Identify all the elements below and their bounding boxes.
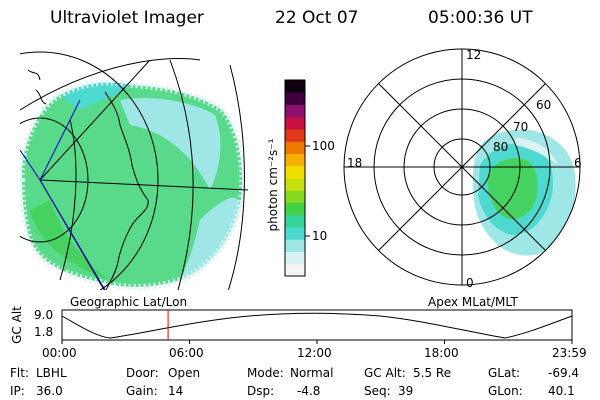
info-glat-value: -69.4 (548, 366, 580, 380)
colorbar-band (285, 239, 305, 252)
info-gcalt-value: 5.5 Re (413, 366, 452, 380)
colorbar-band (285, 263, 305, 277)
info-ip-key: IP: (10, 384, 25, 398)
info-dsp-key: Dsp: (247, 384, 275, 398)
mlt-label-18: 18 (347, 156, 363, 170)
timeline-ytick-9: 9.0 (34, 308, 54, 322)
colorbar-band (285, 227, 305, 240)
mlt-label-12: 12 (466, 48, 482, 62)
info-mode-key: Mode: (247, 366, 284, 380)
timeline-xtick-0000: 00:00 (42, 346, 77, 360)
colorbar-band (285, 202, 305, 216)
info-gain-key: Gain: (126, 384, 158, 398)
colorbar-band (285, 141, 305, 154)
colorbar-tick-10: 10 (312, 229, 328, 243)
info-ip-value: 36.0 (36, 384, 63, 398)
info-mode-value: Normal (290, 366, 334, 380)
polar-panel-label: Apex MLat/MLT (428, 295, 518, 309)
info-seq-value: 39 (398, 384, 414, 398)
timeline-ylabel: GC Alt (10, 306, 24, 344)
info-dsp-value: -4.8 (297, 384, 321, 398)
colorbar-band (285, 129, 305, 142)
mlt-label-0: 0 (466, 276, 474, 290)
timeline-xtick-1800: 18:00 (424, 346, 459, 360)
mlat-label-70: 70 (513, 120, 529, 134)
info-flt-key: Flt: (10, 366, 29, 380)
info-glon-value: 40.1 (548, 384, 575, 398)
colorbar-band (285, 214, 305, 228)
timeline-xtick-1200: 12:00 (297, 346, 332, 360)
time-label: 05:00:36 UT (428, 8, 533, 28)
info-door-key: Door: (126, 366, 159, 380)
info-flt-value: LBHL (36, 366, 67, 380)
date-label: 22 Oct 07 (275, 8, 359, 28)
colorbar-unit-label: photon cm⁻²s⁻¹ (266, 138, 280, 232)
mlat-label-80: 80 (493, 140, 509, 154)
colorbar-band (285, 178, 305, 191)
info-seq-key: Seq: (364, 384, 391, 398)
altitude-timeline (61, 309, 573, 344)
geographic-map (20, 51, 248, 290)
colorbar-band (285, 92, 305, 105)
mlt-label-6: 6 (574, 156, 582, 170)
colorbar-band (285, 165, 305, 179)
instrument-title: Ultraviolet Imager (50, 8, 204, 28)
colorbar-band (285, 116, 305, 130)
coastline (104, 91, 149, 290)
colorbar-tick-100: 100 (312, 139, 335, 153)
info-glon-key: GLon: (488, 384, 523, 398)
satellite-track (20, 99, 106, 290)
colorbar-band (285, 80, 305, 93)
info-glat-key: GLat: (488, 366, 521, 380)
timeline-ytick-1.8: 1.8 (34, 325, 54, 339)
colorbar-band (285, 190, 305, 203)
lat-lon-grid (20, 51, 248, 290)
info-door-value: Open (168, 366, 201, 380)
info-gain-value: 14 (168, 384, 184, 398)
colorbar (285, 80, 305, 277)
timeline-xtick-0600: 06:00 (169, 346, 204, 360)
colorbar-band (285, 153, 305, 167)
colorbar-band (285, 251, 305, 265)
info-gcalt-key: GC Alt: (364, 366, 406, 380)
timeline-xtick-2359: 23:59 (552, 346, 587, 360)
colorbar-band (285, 104, 305, 118)
colorbar-frame (284, 79, 306, 277)
mlat-label-60: 60 (536, 98, 552, 112)
polar-map (343, 48, 581, 286)
geographic-panel-label: Geographic Lat/Lon (70, 295, 188, 309)
